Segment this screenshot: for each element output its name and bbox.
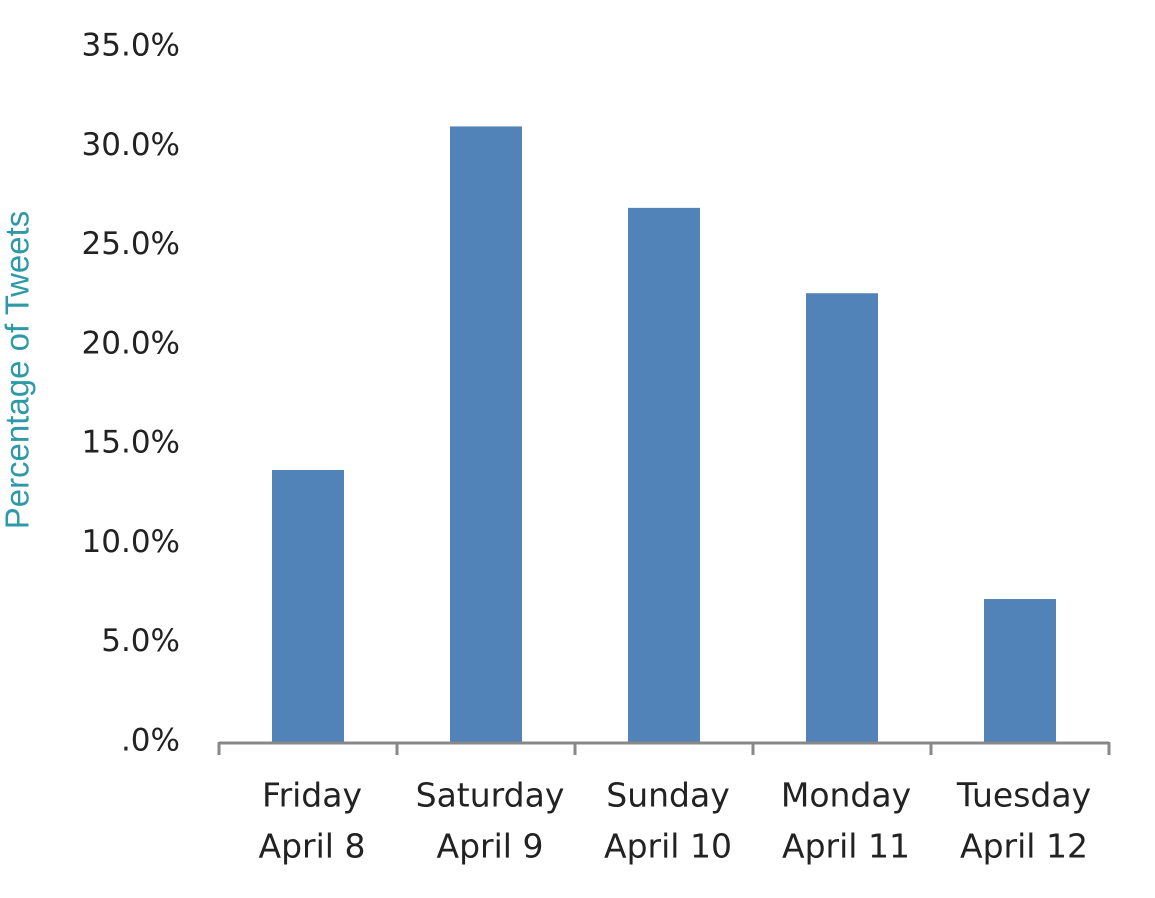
- y-tick-label: 20.0%: [82, 325, 180, 361]
- y-axis-title: Percentage of Tweets: [0, 211, 36, 530]
- x-tick-label: April 11: [782, 827, 910, 866]
- x-tick-label: Saturday: [416, 776, 565, 815]
- x-tick-label: Friday: [262, 776, 362, 815]
- y-tick-label: 5.0%: [101, 623, 180, 659]
- bar: [806, 293, 878, 742]
- bar: [984, 599, 1056, 742]
- bar: [628, 207, 700, 743]
- x-tick-label: Sunday: [606, 776, 729, 815]
- x-tick-label: April 8: [259, 827, 366, 866]
- x-tick-label: Tuesday: [956, 776, 1091, 815]
- x-tick-label: Monday: [781, 776, 911, 815]
- x-tick-label: April 12: [960, 827, 1088, 866]
- y-tick-label: 25.0%: [82, 226, 180, 262]
- x-tick-label: April 9: [437, 827, 544, 866]
- bar: [272, 469, 344, 742]
- y-tick-label: 35.0%: [82, 28, 180, 64]
- x-tick-label: April 10: [604, 827, 732, 866]
- y-tick-label: 15.0%: [82, 425, 180, 461]
- bar: [450, 126, 522, 742]
- y-tick-label: .0%: [121, 723, 180, 759]
- y-tick-label: 30.0%: [82, 127, 180, 163]
- y-tick-label: 10.0%: [82, 524, 180, 560]
